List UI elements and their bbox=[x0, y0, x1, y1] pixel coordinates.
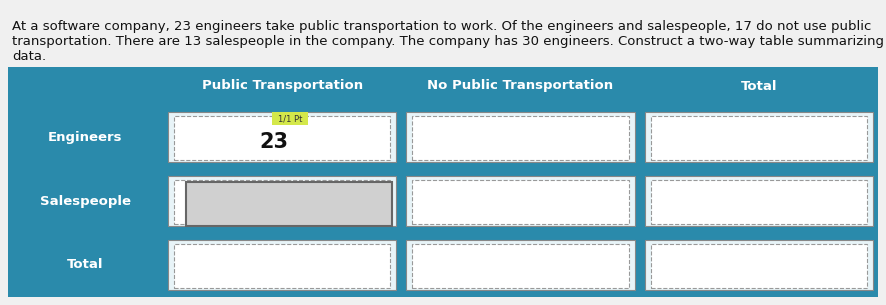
Bar bbox=[272, 112, 308, 125]
Text: No Public Transportation: No Public Transportation bbox=[427, 80, 614, 92]
Bar bbox=[168, 176, 396, 226]
Bar bbox=[412, 180, 629, 224]
Bar bbox=[407, 240, 634, 290]
Bar bbox=[412, 116, 629, 160]
Bar bbox=[645, 240, 873, 290]
Bar bbox=[174, 116, 391, 160]
Text: transportation. There are 13 salespeople in the company. The company has 30 engi: transportation. There are 13 salespeople… bbox=[12, 35, 886, 48]
Bar bbox=[8, 67, 878, 297]
Bar bbox=[174, 244, 391, 288]
Bar bbox=[407, 112, 634, 162]
Bar bbox=[650, 116, 867, 160]
Text: Total: Total bbox=[67, 259, 104, 271]
Text: Salespeople: Salespeople bbox=[40, 195, 131, 207]
Bar bbox=[650, 244, 867, 288]
Text: 1/1 Pt: 1/1 Pt bbox=[278, 114, 302, 123]
Bar bbox=[412, 244, 629, 288]
Text: data.: data. bbox=[12, 50, 46, 63]
Bar bbox=[168, 112, 396, 162]
Text: Public Transportation: Public Transportation bbox=[202, 80, 362, 92]
Bar bbox=[645, 176, 873, 226]
Bar bbox=[407, 176, 634, 226]
Text: At a software company, 23 engineers take public transportation to work. Of the e: At a software company, 23 engineers take… bbox=[12, 20, 871, 33]
Bar bbox=[186, 182, 392, 226]
Bar bbox=[8, 67, 878, 105]
Bar bbox=[650, 180, 867, 224]
Bar bbox=[168, 240, 396, 290]
Text: Total: Total bbox=[741, 80, 777, 92]
Bar bbox=[645, 112, 873, 162]
Text: 23: 23 bbox=[260, 132, 289, 152]
Bar bbox=[174, 180, 391, 224]
Text: Engineers: Engineers bbox=[48, 131, 123, 143]
